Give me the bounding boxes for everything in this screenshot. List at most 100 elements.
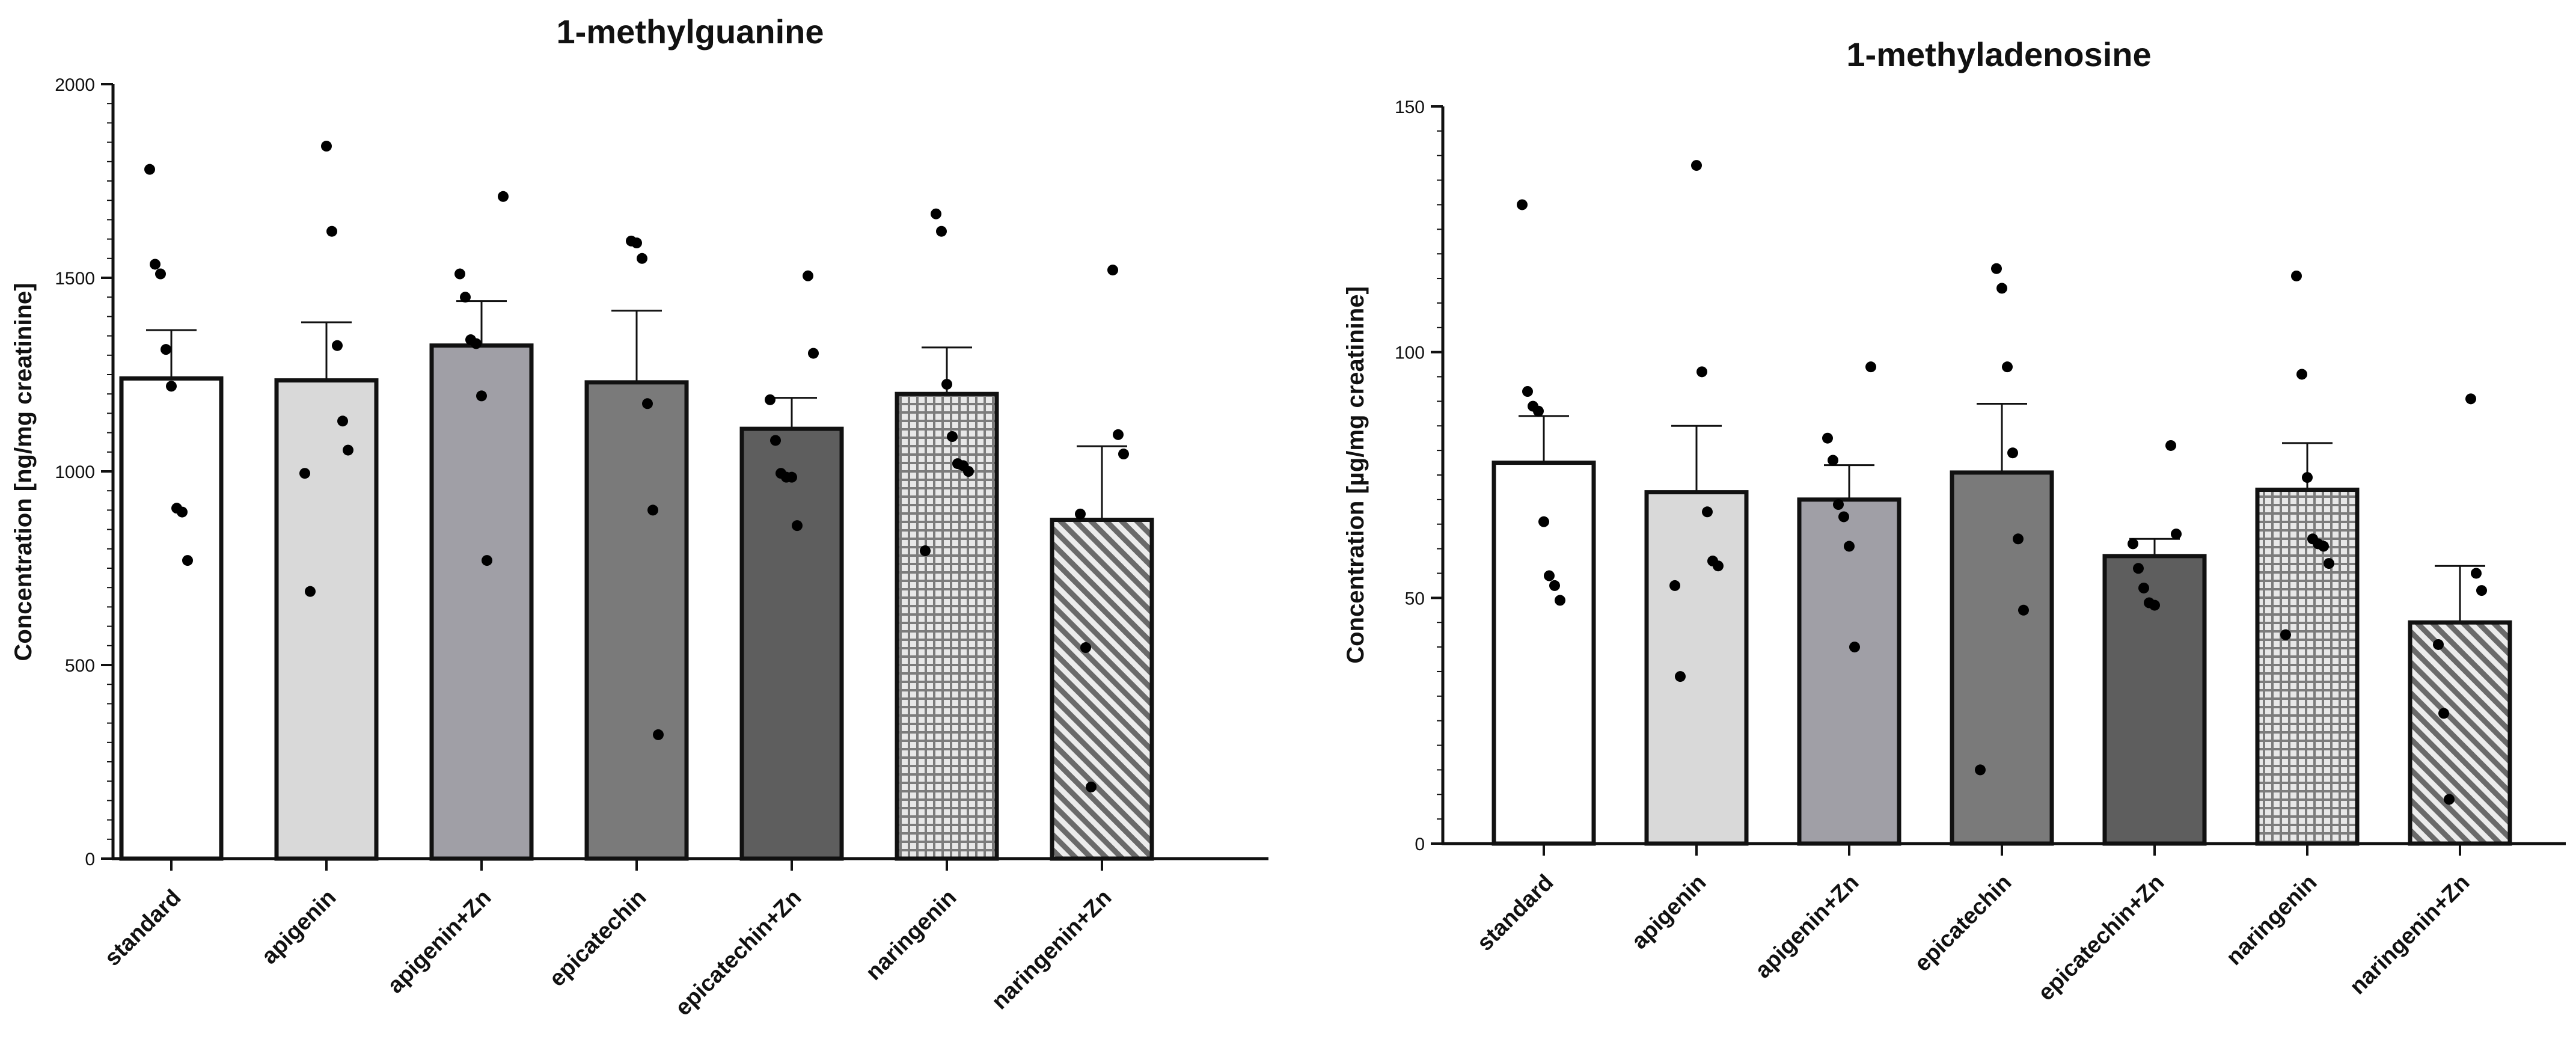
- category-label: naringenin: [861, 885, 961, 985]
- data-point: [1991, 263, 2002, 274]
- data-point: [2318, 541, 2329, 552]
- data-point: [2471, 568, 2482, 579]
- chart-2: 1-methyladenosine Concentration [µg/mg c…: [1342, 35, 2566, 1006]
- data-point: [1538, 516, 1549, 527]
- category-label: standard: [100, 885, 186, 971]
- data-point: [2296, 369, 2307, 380]
- category-label: apigenin: [257, 885, 341, 969]
- data-point: [177, 506, 188, 518]
- data-point: [2149, 599, 2160, 611]
- data-point: [1828, 455, 1838, 466]
- data-point: [765, 394, 776, 405]
- data-point: [1975, 764, 1986, 776]
- bar-epicatechin: [584, 380, 689, 861]
- bar-apigenin: [1644, 490, 1749, 846]
- data-point: [305, 586, 316, 597]
- chart-1-title: 1-methylguanine: [557, 13, 824, 51]
- data-point: [1849, 642, 1860, 653]
- data-point: [471, 338, 482, 349]
- bar-naringenin+Zn: [2408, 620, 2512, 846]
- category-label: naringenin: [2221, 870, 2322, 970]
- data-point: [2433, 639, 2444, 650]
- chart-2-y-axis-label: Concentration [µg/mg creatinine]: [1342, 286, 1369, 664]
- data-point: [792, 520, 803, 532]
- data-point: [2165, 440, 2176, 451]
- data-point: [631, 238, 642, 249]
- data-point: [150, 259, 161, 270]
- data-point: [482, 555, 492, 566]
- category-label: standard: [1472, 870, 1558, 956]
- data-point: [1549, 580, 1560, 591]
- data-point: [647, 504, 658, 516]
- data-point: [1691, 160, 1702, 171]
- data-point: [332, 340, 343, 351]
- category-label: apigenin+Zn: [383, 885, 497, 999]
- data-point: [343, 444, 353, 456]
- data-point: [1996, 283, 2007, 294]
- data-point: [2465, 393, 2476, 405]
- data-point: [1118, 449, 1129, 460]
- chart-2-title: 1-methyladenosine: [1846, 35, 2151, 73]
- bar-apigenin: [274, 378, 379, 861]
- y-tick-label: 150: [1395, 97, 1425, 117]
- data-point: [2138, 582, 2149, 593]
- category-label: naringenin+Zn: [2345, 870, 2475, 1000]
- data-point: [770, 435, 781, 446]
- data-point: [2002, 361, 2013, 373]
- bar-apigenin+Zn: [429, 343, 534, 861]
- data-point: [642, 398, 653, 409]
- data-point: [1113, 429, 1124, 440]
- data-point: [2291, 270, 2302, 281]
- bar-naringenin+Zn: [1050, 518, 1154, 861]
- data-point: [161, 344, 171, 355]
- bar-standard: [119, 376, 224, 861]
- data-point: [498, 191, 509, 202]
- data-point: [2013, 533, 2024, 545]
- data-point: [1833, 499, 1844, 510]
- y-tick-label: 50: [1405, 589, 1425, 608]
- data-point: [460, 292, 471, 303]
- data-point: [2444, 794, 2455, 805]
- bar-epicatechin+Zn: [2102, 554, 2207, 846]
- bar-apigenin+Zn: [1797, 497, 1901, 846]
- bar-epicatechin: [1950, 470, 2054, 846]
- data-point: [1533, 405, 1544, 417]
- data-point: [326, 225, 337, 237]
- data-point: [2007, 447, 2018, 459]
- data-point: [1702, 506, 1713, 518]
- data-point: [2302, 472, 2313, 483]
- data-point: [2171, 529, 2182, 540]
- data-point: [947, 431, 958, 443]
- data-point: [1844, 541, 1855, 552]
- data-point: [166, 381, 177, 392]
- data-point: [920, 545, 931, 557]
- data-point: [2324, 558, 2334, 569]
- data-point: [155, 268, 166, 280]
- category-label: epicatechin+Zn: [670, 885, 806, 1021]
- y-tick-label: 2000: [55, 75, 95, 95]
- data-point: [182, 555, 193, 566]
- bar-naringenin: [895, 391, 999, 861]
- data-point: [299, 468, 310, 479]
- data-point: [454, 268, 465, 280]
- y-tick-label: 100: [1395, 343, 1425, 363]
- data-point: [2133, 563, 2144, 574]
- data-point: [1696, 366, 1707, 378]
- data-point: [144, 164, 155, 175]
- y-tick-label: 0: [1415, 835, 1425, 854]
- data-point: [808, 348, 819, 359]
- data-point: [2018, 604, 2029, 616]
- data-point: [803, 270, 813, 281]
- y-tick-label: 1000: [55, 462, 95, 482]
- data-point: [1865, 361, 1876, 373]
- bar-naringenin: [2255, 488, 2360, 846]
- data-point: [941, 379, 952, 390]
- data-point: [1522, 386, 1533, 397]
- data-point: [936, 225, 947, 237]
- category-label: apigenin: [1627, 870, 1711, 954]
- data-point: [2476, 585, 2487, 596]
- data-point: [1080, 642, 1091, 654]
- y-tick-label: 500: [65, 656, 95, 676]
- category-label: epicatechin: [1910, 870, 2017, 977]
- data-point: [2280, 629, 2291, 640]
